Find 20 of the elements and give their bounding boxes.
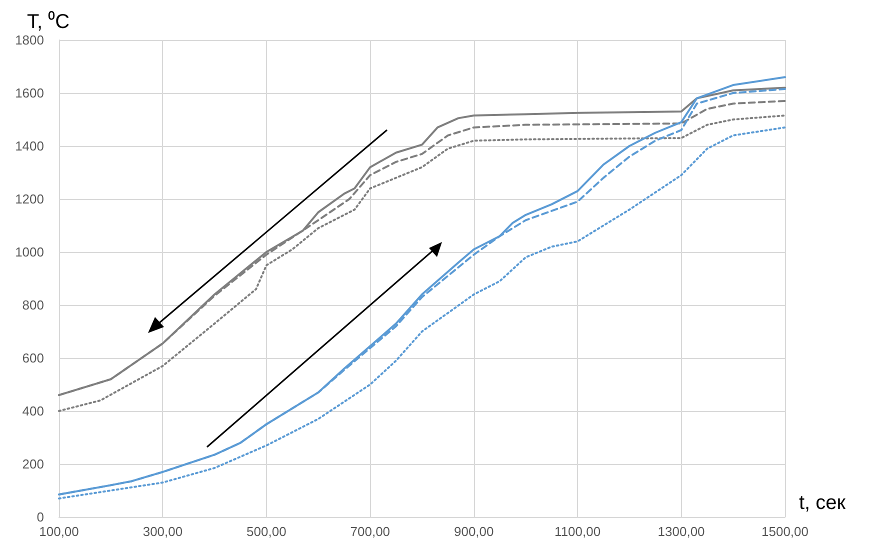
y-tick-label: 0 xyxy=(36,510,44,524)
y-tick-label: 1000 xyxy=(15,244,44,260)
x-tick-label: 300,00 xyxy=(142,524,183,539)
y-tick-label: 1800 xyxy=(15,32,44,48)
y-tick-label: 200 xyxy=(22,456,44,472)
x-tick-label: 700,00 xyxy=(350,524,390,539)
x-tick-label: 1500,00 xyxy=(762,524,808,539)
x-tick-label: 1300,00 xyxy=(658,524,705,539)
x-tick-label: 100,00 xyxy=(39,524,79,539)
y-axis-title: T, ⁰C xyxy=(27,10,70,33)
x-tick-label: 500,00 xyxy=(246,524,286,539)
y-tick-label: 600 xyxy=(22,350,44,366)
y-tick-label: 400 xyxy=(22,404,44,418)
x-axis-title: t, сек xyxy=(799,492,846,514)
y-tick-label: 1200 xyxy=(15,192,44,206)
x-tick-label: 1100,00 xyxy=(554,524,601,539)
y-tick-label: 1600 xyxy=(15,86,44,100)
y-tick-label: 1400 xyxy=(15,138,44,154)
y-tick-label: 800 xyxy=(22,298,44,312)
x-tick-label: 900,00 xyxy=(454,524,494,539)
